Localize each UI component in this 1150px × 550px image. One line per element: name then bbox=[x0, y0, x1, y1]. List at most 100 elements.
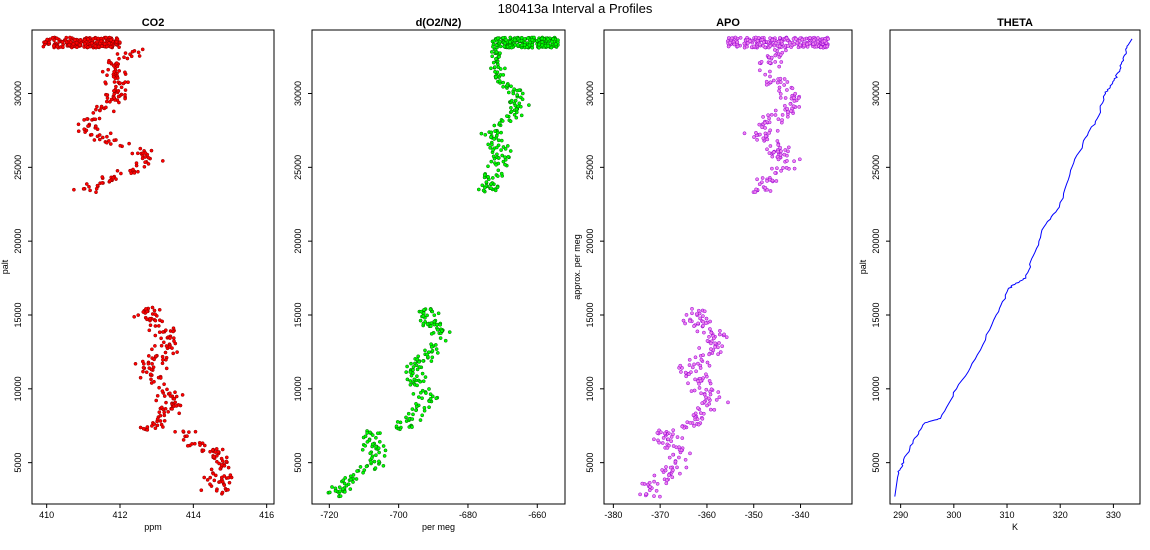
data-point bbox=[153, 333, 158, 338]
data-point bbox=[476, 187, 481, 192]
data-point bbox=[141, 369, 145, 374]
data-point bbox=[517, 101, 522, 106]
data-point bbox=[784, 165, 789, 170]
data-point bbox=[146, 354, 151, 358]
data-point bbox=[118, 81, 122, 85]
data-point bbox=[430, 355, 435, 360]
data-point bbox=[93, 117, 98, 122]
data-point bbox=[408, 382, 413, 387]
data-point bbox=[782, 77, 787, 81]
data-point bbox=[415, 367, 420, 372]
data-point bbox=[155, 393, 160, 398]
data-point bbox=[688, 451, 692, 456]
data-point bbox=[530, 38, 535, 42]
data-point bbox=[490, 142, 494, 147]
data-point bbox=[227, 480, 232, 485]
data-point bbox=[763, 134, 768, 138]
data-point bbox=[760, 176, 765, 180]
data-point bbox=[489, 135, 493, 140]
data-point bbox=[143, 160, 147, 165]
data-point bbox=[126, 80, 130, 85]
data-point bbox=[655, 481, 660, 486]
data-point bbox=[514, 107, 519, 112]
data-point bbox=[104, 99, 109, 104]
data-point bbox=[678, 363, 683, 368]
data-point bbox=[767, 151, 772, 155]
data-point bbox=[768, 44, 773, 48]
data-point bbox=[522, 37, 527, 41]
data-point bbox=[146, 361, 151, 366]
data-point bbox=[412, 377, 417, 382]
x-axis-label: per meg bbox=[422, 522, 455, 532]
data-point bbox=[764, 79, 769, 84]
data-point bbox=[140, 156, 145, 161]
data-point bbox=[692, 324, 696, 328]
data-point bbox=[496, 168, 501, 173]
data-point bbox=[786, 145, 791, 150]
data-point bbox=[82, 37, 87, 42]
data-point bbox=[671, 432, 675, 437]
data-point bbox=[100, 135, 105, 140]
data-point bbox=[111, 109, 116, 114]
data-point bbox=[95, 127, 100, 132]
data-point bbox=[147, 366, 152, 370]
data-point bbox=[115, 76, 120, 80]
data-point bbox=[773, 113, 778, 117]
data-point bbox=[123, 51, 128, 55]
data-point bbox=[118, 40, 122, 45]
data-point bbox=[342, 490, 347, 494]
data-point bbox=[683, 457, 688, 462]
data-point bbox=[709, 330, 714, 335]
data-point bbox=[159, 405, 164, 410]
data-point bbox=[152, 422, 157, 426]
data-point bbox=[714, 398, 719, 402]
panel-1: CO2 410 412 414 416 5000 10000 15000 20000 25000 3… bbox=[0, 17, 275, 532]
data-point bbox=[429, 359, 434, 363]
data-point bbox=[754, 130, 758, 135]
data-point bbox=[494, 162, 498, 167]
data-point bbox=[701, 353, 705, 358]
data-point bbox=[88, 188, 92, 193]
data-point bbox=[702, 330, 706, 335]
data-point bbox=[129, 54, 134, 59]
data-point bbox=[530, 42, 535, 47]
data-point bbox=[105, 134, 109, 139]
data-point bbox=[712, 407, 717, 412]
data-point bbox=[664, 465, 668, 469]
data-point bbox=[363, 443, 368, 448]
data-point bbox=[491, 148, 495, 152]
data-point bbox=[155, 423, 160, 428]
data-point bbox=[792, 99, 797, 103]
data-point bbox=[330, 485, 334, 489]
y-tick-label: 30000 bbox=[13, 81, 23, 106]
data-point bbox=[111, 74, 116, 79]
data-point bbox=[171, 329, 175, 334]
data-point bbox=[773, 108, 778, 113]
data-point bbox=[425, 313, 429, 318]
panel-title: APO bbox=[716, 17, 740, 29]
data-point bbox=[506, 154, 511, 159]
data-point bbox=[494, 75, 498, 79]
data-point bbox=[496, 138, 501, 143]
data-point bbox=[395, 420, 400, 424]
data-point bbox=[142, 164, 147, 169]
data-point bbox=[775, 166, 779, 171]
data-point bbox=[502, 44, 507, 49]
data-point bbox=[785, 80, 790, 84]
data-point bbox=[430, 348, 435, 353]
data-point bbox=[427, 387, 431, 391]
data-point bbox=[770, 178, 775, 183]
data-point bbox=[490, 176, 495, 180]
data-point bbox=[83, 41, 87, 46]
data-point bbox=[705, 339, 710, 343]
data-point bbox=[220, 490, 225, 495]
data-point bbox=[546, 37, 550, 42]
data-point bbox=[75, 45, 79, 50]
data-point bbox=[791, 104, 796, 109]
data-point bbox=[147, 328, 152, 333]
data-point bbox=[785, 106, 790, 111]
data-point bbox=[409, 361, 413, 366]
data-point bbox=[41, 44, 46, 49]
data-point bbox=[372, 459, 377, 464]
data-point bbox=[432, 319, 437, 324]
